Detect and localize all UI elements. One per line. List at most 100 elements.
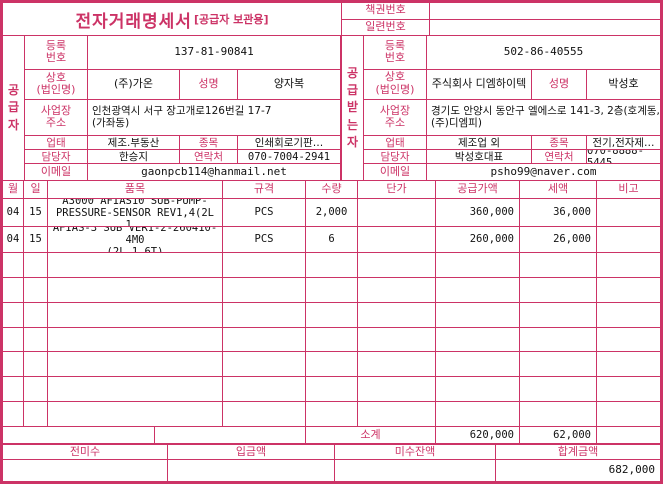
ceo-label: 성명 bbox=[532, 69, 587, 99]
supplier-company-name: (주)가온 bbox=[88, 69, 180, 99]
subtotal-tax: 62,000 bbox=[520, 427, 597, 444]
col-header-note: 비고 bbox=[618, 182, 639, 196]
address-label: 사업장 주소 bbox=[364, 99, 427, 136]
regno-label: 등록 번호 bbox=[25, 36, 88, 69]
empty-cell bbox=[3, 327, 24, 352]
previous-balance-value bbox=[3, 460, 168, 481]
table-row bbox=[3, 352, 660, 378]
subtotal-row: 소계 620,000 62,000 bbox=[3, 427, 660, 444]
empty-cell bbox=[597, 278, 660, 302]
grand-total-value: 682,000 bbox=[608, 463, 655, 477]
empty-cell bbox=[306, 402, 358, 427]
supplier-manager-row: 담당자 한승지 연락처 070-7004-2941 bbox=[25, 150, 340, 165]
item-month: 04 bbox=[3, 199, 24, 226]
subtotal-note bbox=[597, 427, 660, 443]
contact-label: 연락처 bbox=[532, 150, 587, 164]
subtotal-spacer bbox=[3, 427, 155, 444]
item-note bbox=[597, 199, 660, 226]
table-row bbox=[3, 327, 660, 353]
empty-cell bbox=[3, 277, 24, 302]
empty-cell bbox=[358, 302, 436, 327]
empty-cell bbox=[3, 253, 24, 277]
supplier-company-row: 상호 (법인명) (주)가온 성명 양자복 bbox=[25, 69, 340, 100]
subtotal-supply-amount: 620,000 bbox=[436, 427, 520, 444]
item-spec: PCS bbox=[223, 199, 306, 226]
empty-cell bbox=[358, 327, 436, 352]
empty-cell bbox=[24, 302, 48, 327]
empty-cell bbox=[306, 302, 358, 327]
table-row: 04 15 AFIAS-3 SUB VER1-2-260410-4M0 (2L … bbox=[3, 227, 660, 253]
supplier-ceo-name: 양자복 bbox=[273, 76, 305, 90]
buyer-manager: 박성호대표 bbox=[427, 150, 532, 164]
deposit-value bbox=[168, 460, 335, 481]
item-unit-price bbox=[358, 199, 436, 226]
col-header-qty: 수량 bbox=[306, 181, 358, 198]
buyer-biz-item: 전기,전자제… bbox=[592, 136, 655, 149]
supplier-biztype-row: 업태 제조.부동산 종목 인쇄회로기판… bbox=[25, 136, 340, 151]
outstanding-balance-value bbox=[335, 460, 496, 481]
supplier-grid: 등록 번호 137-81-90841 상호 (법인명) (주)가온 성명 양자복… bbox=[25, 36, 340, 181]
buyer-biz-type: 제조업 외 bbox=[427, 136, 532, 150]
header-band: 전자거래명세서 [공급자 보관용] 책권번호 일련번호 bbox=[3, 3, 660, 36]
empty-cell bbox=[3, 377, 24, 402]
supplier-address-row: 사업장 주소 인천광역시 서구 장고개로126번길 17-7 (가좌동) bbox=[25, 99, 340, 137]
col-header-unit-price: 단가 bbox=[358, 181, 436, 198]
empty-cell bbox=[24, 277, 48, 302]
empty-cell bbox=[597, 303, 660, 327]
table-header-row: 월 일 품목 규격 수량 단가 공급가액 세액 비고 bbox=[3, 181, 660, 199]
empty-cell bbox=[48, 377, 223, 402]
book-number-label: 책권번호 bbox=[342, 3, 430, 19]
empty-cell bbox=[358, 253, 436, 277]
email-label: 이메일 bbox=[364, 164, 427, 180]
empty-cell bbox=[520, 327, 597, 352]
biztype-label: 업태 bbox=[25, 136, 88, 150]
table-row bbox=[3, 402, 660, 428]
empty-cell bbox=[3, 352, 24, 377]
empty-cell bbox=[48, 253, 223, 277]
empty-cell bbox=[358, 277, 436, 302]
empty-cell bbox=[223, 352, 306, 377]
totals-footer: 전미수 입금액 미수잔액 합계금액 682,000 bbox=[3, 443, 660, 481]
item-tax: 36,000 bbox=[520, 199, 597, 226]
serial-number-row: 일련번호 bbox=[342, 19, 660, 35]
empty-cell bbox=[597, 402, 660, 426]
serial-number-label: 일련번호 bbox=[342, 19, 430, 35]
regno-label: 등록 번호 bbox=[364, 36, 427, 69]
book-number-row: 책권번호 bbox=[342, 3, 660, 20]
table-row bbox=[3, 253, 660, 278]
item-day: 15 bbox=[24, 199, 48, 226]
empty-cell bbox=[436, 352, 520, 377]
document-title-cell: 전자거래명세서 [공급자 보관용] bbox=[3, 3, 342, 35]
deposit-label: 입금액 bbox=[168, 445, 335, 459]
company-label: 상호 (법인명) bbox=[364, 69, 427, 99]
table-row bbox=[3, 377, 660, 403]
empty-cell bbox=[223, 277, 306, 302]
empty-cell bbox=[3, 302, 24, 327]
empty-cell bbox=[24, 253, 48, 277]
page-title-subtitle: [공급자 보관용] bbox=[193, 13, 269, 26]
company-label: 상호 (법인명) bbox=[25, 69, 88, 99]
empty-cell bbox=[520, 402, 597, 427]
empty-cell bbox=[597, 377, 660, 401]
subtotal-label: 소계 bbox=[306, 427, 436, 444]
buyer-grid: 등록 번호 502-86-40555 상호 (법인명) 주식회사 디엠하이텍 성… bbox=[364, 36, 660, 180]
empty-cell bbox=[306, 253, 358, 277]
table-row: 04 15 A3000 AFIAS10 SUB-PUMP- PRESSURE-S… bbox=[3, 199, 660, 227]
outstanding-balance-label: 미수잔액 bbox=[335, 445, 496, 459]
item-qty: 2,000 bbox=[306, 199, 358, 226]
empty-cell bbox=[597, 328, 660, 352]
empty-cell bbox=[24, 377, 48, 402]
item-note bbox=[597, 227, 660, 252]
line-items-table: 월 일 품목 규격 수량 단가 공급가액 세액 비고 04 15 A3000 A… bbox=[3, 181, 660, 444]
empty-cell bbox=[48, 277, 223, 302]
buyer-regno-row: 등록 번호 502-86-40555 bbox=[364, 36, 660, 70]
item-unit-price bbox=[358, 227, 436, 252]
col-header-tax: 세액 bbox=[520, 181, 597, 198]
empty-cell bbox=[48, 402, 223, 427]
col-header-item: 품목 bbox=[48, 181, 223, 198]
empty-cell bbox=[520, 253, 597, 277]
supplier-vertical-label: 공급자 bbox=[3, 36, 25, 180]
col-header-supply-amount: 공급가액 bbox=[436, 181, 520, 198]
supplier-biz-item: 인쇄회로기판… bbox=[254, 136, 324, 149]
item-name: A3000 AFIAS10 SUB-PUMP- PRESSURE-SENSOR … bbox=[48, 199, 223, 226]
